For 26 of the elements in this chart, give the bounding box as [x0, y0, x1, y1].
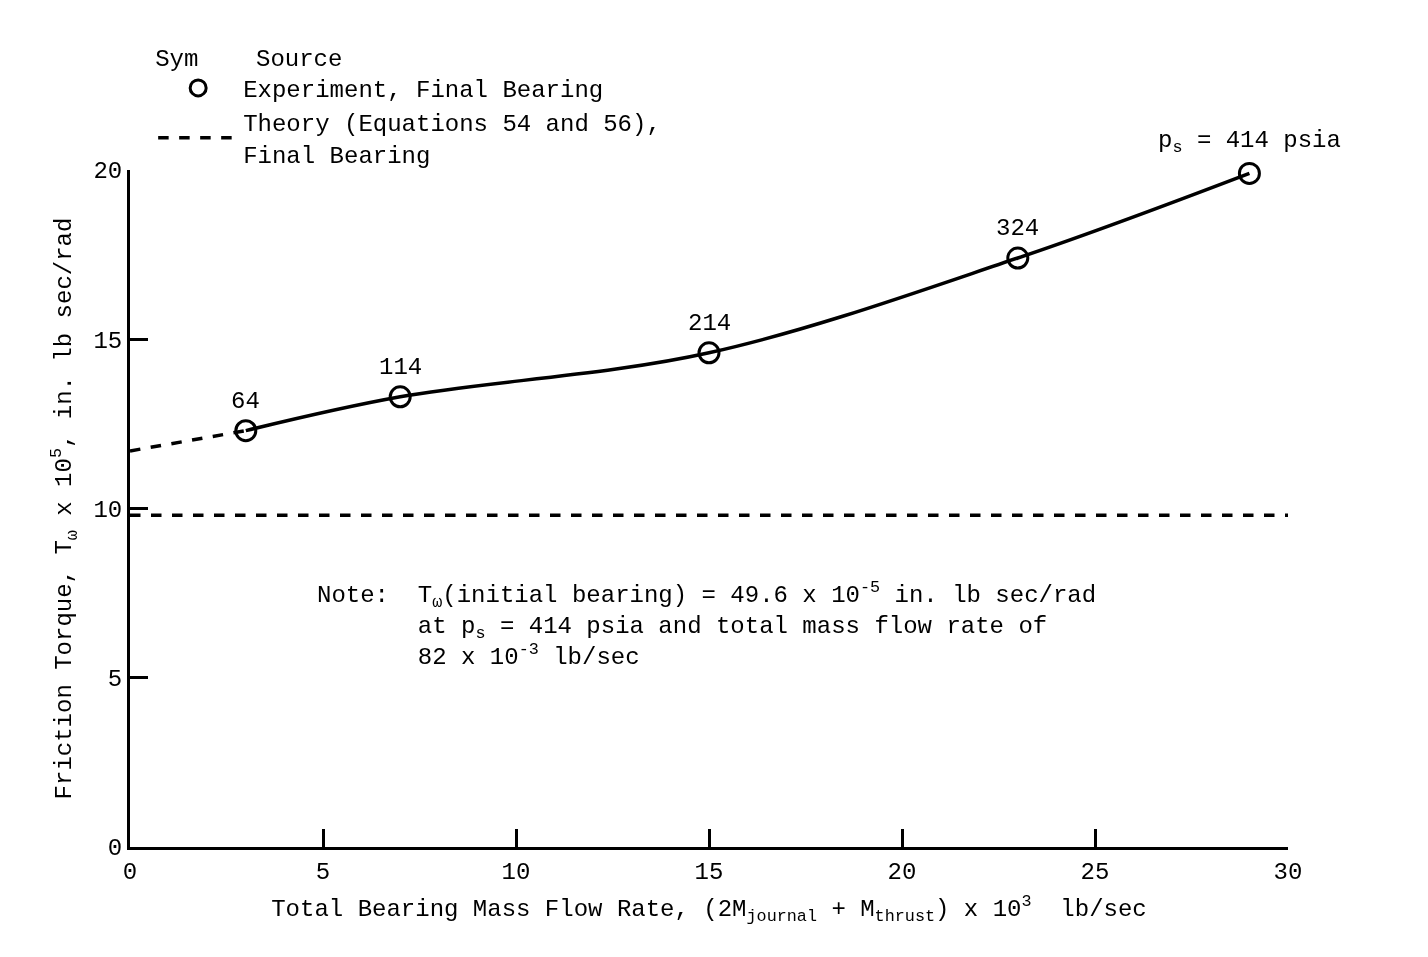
annotation: p$_{s}$ = 414 psia: [1158, 127, 1341, 158]
point: [1237, 161, 1261, 185]
point: [697, 341, 721, 365]
legend-label: Theory (Equations 54 and 56), Final Bearing: [243, 111, 661, 170]
x-tick-label: 5: [315, 858, 331, 886]
x-tick-label: 25: [1080, 858, 1110, 886]
y-tick-label: 5: [107, 666, 123, 694]
text: Total Bearing Mass Flow Rate, (2M$_{journal}$ + M$_{thrust}$) x 10$^{3}$ lb/sec: [271, 892, 1147, 927]
y-tick-label: 15: [93, 327, 123, 355]
annotation: 324: [996, 215, 1040, 242]
annotation: 114: [379, 354, 423, 381]
y-tick-label: 0: [107, 835, 123, 863]
legend-title: Sym Source: [155, 45, 343, 73]
x-tick-label: 30: [1273, 858, 1303, 886]
legend-label: Experiment, Final Bearing: [243, 77, 604, 105]
y-tick-label: 10: [93, 496, 123, 524]
x-tick-label: 20: [887, 858, 917, 886]
x-tick-label: 10: [501, 858, 531, 886]
y-tick-label: 20: [93, 158, 123, 186]
point: [1006, 246, 1030, 270]
point: [234, 419, 258, 443]
annotation: 214: [688, 310, 732, 337]
x-tick-label: 15: [694, 858, 724, 886]
annotation: 64: [231, 388, 260, 415]
point: [388, 385, 412, 409]
text: Note: T$_{ω}$(initial bearing) = 49.6 x 10$^{-5}$ in. lb sec/rad at p$_{s}$ = 414 psia and total mass flow rate of 82 x 10$^{-3}$ lb/sec: [317, 578, 1097, 672]
